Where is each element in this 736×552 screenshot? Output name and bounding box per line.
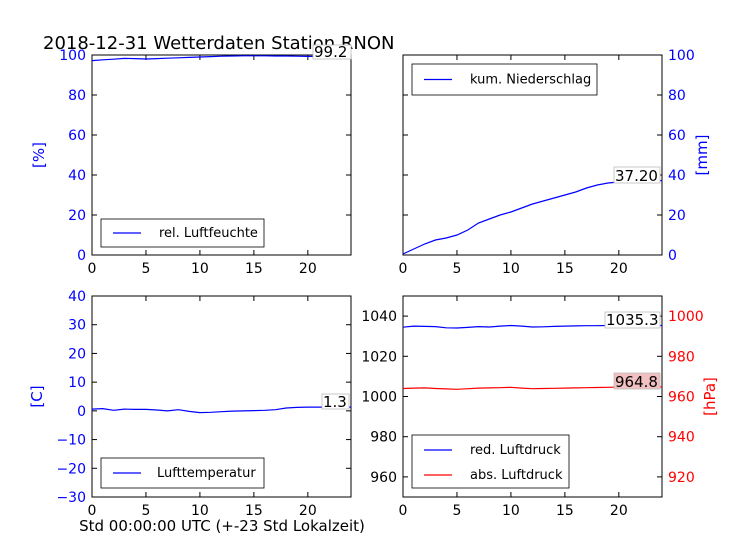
y-tick-label: 1000 — [361, 390, 397, 406]
x-tick-label: 0 — [88, 503, 97, 519]
y-tick-label: 60 — [68, 128, 86, 144]
y2-tick-label: 940 — [668, 430, 695, 446]
y-tick-label: 1020 — [361, 349, 397, 365]
value-callout: 1.3 — [323, 393, 347, 411]
y-tick-label: 20 — [68, 208, 86, 224]
y-tick-label: 80 — [668, 88, 686, 104]
x-tick-label: 10 — [502, 261, 520, 277]
legend-entry: Lufttemperatur — [157, 466, 256, 481]
value-callout-box — [312, 44, 352, 60]
y-tick-label: 960 — [370, 470, 397, 486]
y2-tick-label: 920 — [668, 470, 695, 486]
plot-frame — [91, 54, 352, 256]
x-tick-label: 5 — [452, 261, 461, 277]
value-callout-box — [321, 393, 350, 410]
x-axis-label: Std 00:00:00 UTC (+-23 Std Lokalzeit) — [79, 517, 365, 535]
y-tick-label: 30 — [68, 318, 86, 334]
value-callout-box — [613, 372, 661, 390]
y2-tick-label: 980 — [668, 349, 695, 365]
x-tick-label: 15 — [245, 261, 263, 277]
figure-title: 2018-12-31 Wetterdaten Station RNON — [43, 33, 394, 54]
y-tick-label: 0 — [668, 248, 677, 264]
x-tick-label: 20 — [299, 503, 317, 519]
value-callout: 37.20 — [615, 167, 658, 185]
value-callout: 964.8 — [615, 373, 658, 391]
legend-box — [411, 434, 570, 489]
x-tick-label: 15 — [556, 261, 574, 277]
legend-entry: red. Luftdruck — [470, 443, 561, 458]
y-axis-label: [C] — [28, 385, 46, 407]
x-tick-label: 0 — [88, 261, 97, 277]
y-tick-label: 0 — [77, 404, 86, 420]
y-tick-label: −30 — [56, 490, 86, 506]
x-tick-label: 10 — [502, 503, 520, 519]
series-line-lufttemperatur — [91, 406, 351, 414]
y-tick-label: 100 — [59, 48, 86, 64]
y-tick-label: 0 — [77, 248, 86, 264]
y-tick-label: 1040 — [361, 309, 397, 325]
y-tick-label: 80 — [68, 88, 86, 104]
x-tick-label: 15 — [556, 503, 574, 519]
y-tick-label: 10 — [68, 375, 86, 391]
y-tick-label: 60 — [668, 128, 686, 144]
x-tick-label: 15 — [245, 503, 263, 519]
y2-tick-label: 960 — [668, 390, 695, 406]
x-tick-label: 20 — [610, 503, 628, 519]
y-tick-label: −20 — [56, 461, 86, 477]
series-line-rel-luftfeuchte — [91, 55, 351, 62]
y-tick-label: 100 — [668, 48, 695, 64]
y-axis-label: [hPa] — [701, 377, 719, 416]
x-tick-label: 0 — [399, 261, 408, 277]
y-tick-label: 980 — [370, 430, 397, 446]
y-tick-label: 40 — [668, 168, 686, 184]
x-tick-label: 0 — [399, 503, 408, 519]
value-callout-box — [613, 166, 661, 184]
plot-frame — [402, 54, 663, 256]
value-callout: 1035.3 — [606, 311, 659, 329]
x-tick-label: 5 — [141, 503, 150, 519]
x-tick-label: 10 — [191, 261, 209, 277]
value-callout-box — [604, 311, 661, 329]
panel-precip: 0 5 10 15 20 0 20 40 60 80 100 [mm] 37.20 kum. Nieder… — [399, 48, 711, 277]
x-tick-label: 20 — [299, 261, 317, 277]
legend-entry: kum. Niederschlag — [470, 73, 591, 88]
y-tick-label: −10 — [56, 433, 86, 449]
x-tick-label: 5 — [141, 261, 150, 277]
y-axis-label: [mm] — [693, 135, 711, 176]
x-tick-label: 5 — [452, 503, 461, 519]
panel-temperature: 0 5 10 15 20 −30 −20 −10 0 10 20 30 40 [C] 1.3 Lufttemp… — [28, 289, 352, 519]
legend-entry: abs. Luftdruck — [470, 468, 563, 483]
y-tick-label: 20 — [668, 208, 686, 224]
y-tick-label: 40 — [68, 168, 86, 184]
y-tick-label: 20 — [68, 346, 86, 362]
x-tick-label: 20 — [610, 261, 628, 277]
x-tick-label: 10 — [191, 503, 209, 519]
y2-tick-label: 1000 — [668, 309, 704, 325]
value-callout: 99.2 — [314, 43, 347, 61]
panel-humidity: 0 5 10 15 20 0 20 40 60 80 100 [%] 99.2 rel. Luftfeuc… — [30, 43, 352, 277]
legend-entry: rel. Luftfeuchte — [159, 226, 258, 241]
y-tick-label: 40 — [68, 289, 86, 305]
series-line-kum-niederschlag — [402, 180, 662, 255]
plot-frame — [91, 295, 352, 498]
panel-pressure: 0 5 10 15 20 960 980 1000 1020 1040 920 940 960 980 10… — [361, 295, 719, 519]
y-axis-label: [%] — [30, 142, 48, 168]
